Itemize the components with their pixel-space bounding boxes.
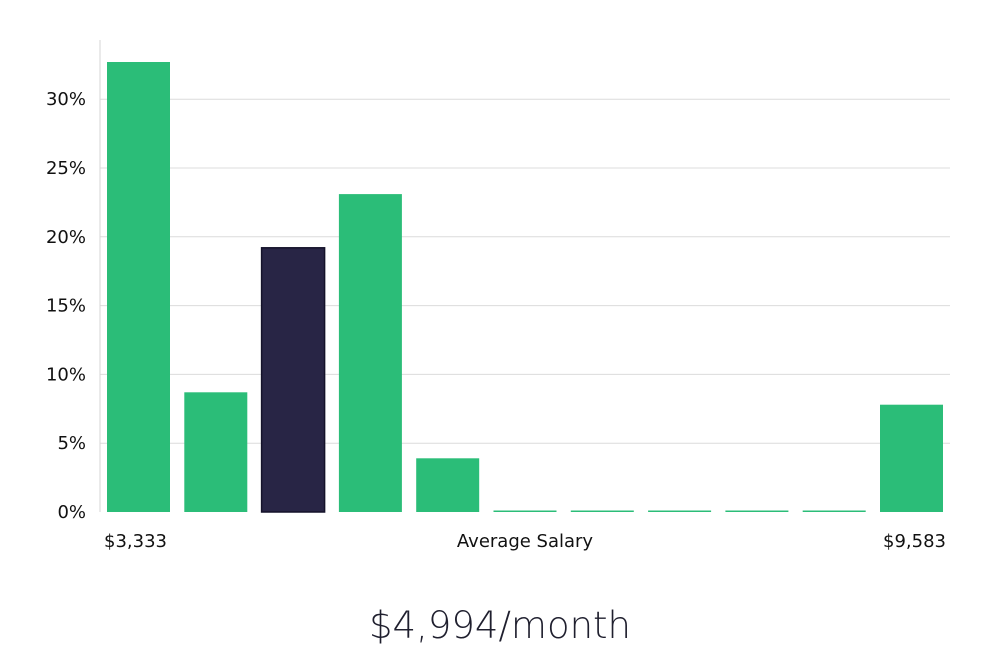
y-tick-label: 5% [57,433,86,454]
bar [725,510,789,512]
y-tick-label: 25% [46,158,86,179]
bar [880,404,943,512]
gridlines [100,98,950,444]
x-min-label: $3,333 [104,531,167,552]
bar [802,510,866,512]
x-axis-title: Average Salary [457,531,594,552]
bar [338,194,402,512]
salary-histogram: 0% 5% 10% 15% 20% 25% 30% $3,333 Average Salar… [46,40,950,552]
average-salary-headline: $4,994/month [368,604,632,647]
bar [107,62,170,512]
bar [416,458,480,512]
bar [493,510,557,512]
bars [107,62,943,513]
bar [648,510,712,512]
bar [184,392,248,512]
bar [570,510,634,512]
y-tick-labels: 0% 5% 10% 15% 20% 25% 30% [46,89,86,523]
y-tick-label: 30% [46,89,86,110]
y-tick-label: 0% [57,502,86,523]
y-tick-label: 20% [46,227,86,248]
y-tick-label: 15% [46,296,86,317]
x-max-label: $9,583 [883,531,946,552]
bar-highlighted [260,247,326,513]
y-tick-label: 10% [46,364,86,385]
